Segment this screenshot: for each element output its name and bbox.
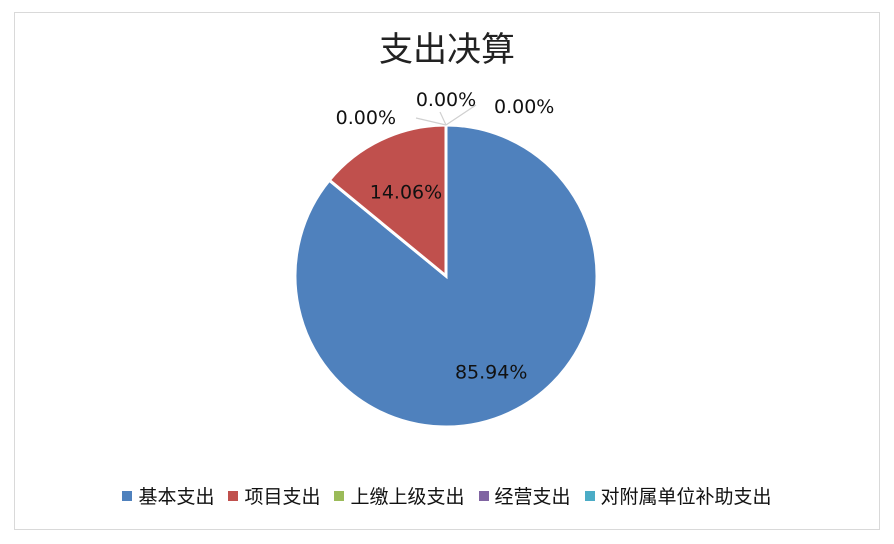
legend-item-3: 上缴上级支出 [334,482,465,509]
legend-item-4: 经营支出 [478,482,571,509]
legend-swatch-2 [228,490,239,501]
legend-label-5: 对附属单位补助支出 [600,486,772,508]
legend-item-1: 基本支出 [122,482,214,509]
legend-label-2: 项目支出 [244,486,321,508]
legend-swatch-4 [478,490,489,501]
legend-swatch-5 [584,490,595,501]
legend-item-2: 项目支出 [228,482,320,509]
legend-label-4: 经营支出 [494,486,571,508]
legend-swatch-3 [334,490,345,501]
data-label-4: 0.00% [416,89,476,111]
legend-item-5: 对附属单位补助支出 [584,482,772,509]
legend-label-3: 上缴上级支出 [350,486,465,508]
data-label-5: 0.00% [494,96,554,118]
data-label-3: 0.00% [336,107,396,129]
legend-label-1: 基本支出 [138,486,215,508]
legend-swatch-1 [122,490,133,501]
data-label-1: 85.94% [455,362,527,384]
leader-line-5 [445,104,477,126]
slice-1 [293,123,599,429]
data-label-2: 14.06% [370,181,442,203]
chart-title: 支出决算 [379,30,515,70]
leader-line-4 [439,111,447,126]
slice-2 [327,123,448,280]
leader-line-3 [415,117,447,126]
legend: 基本支出 项目支出 上缴上级支出 经营支出 对附属单位补助支出 [0,482,894,509]
